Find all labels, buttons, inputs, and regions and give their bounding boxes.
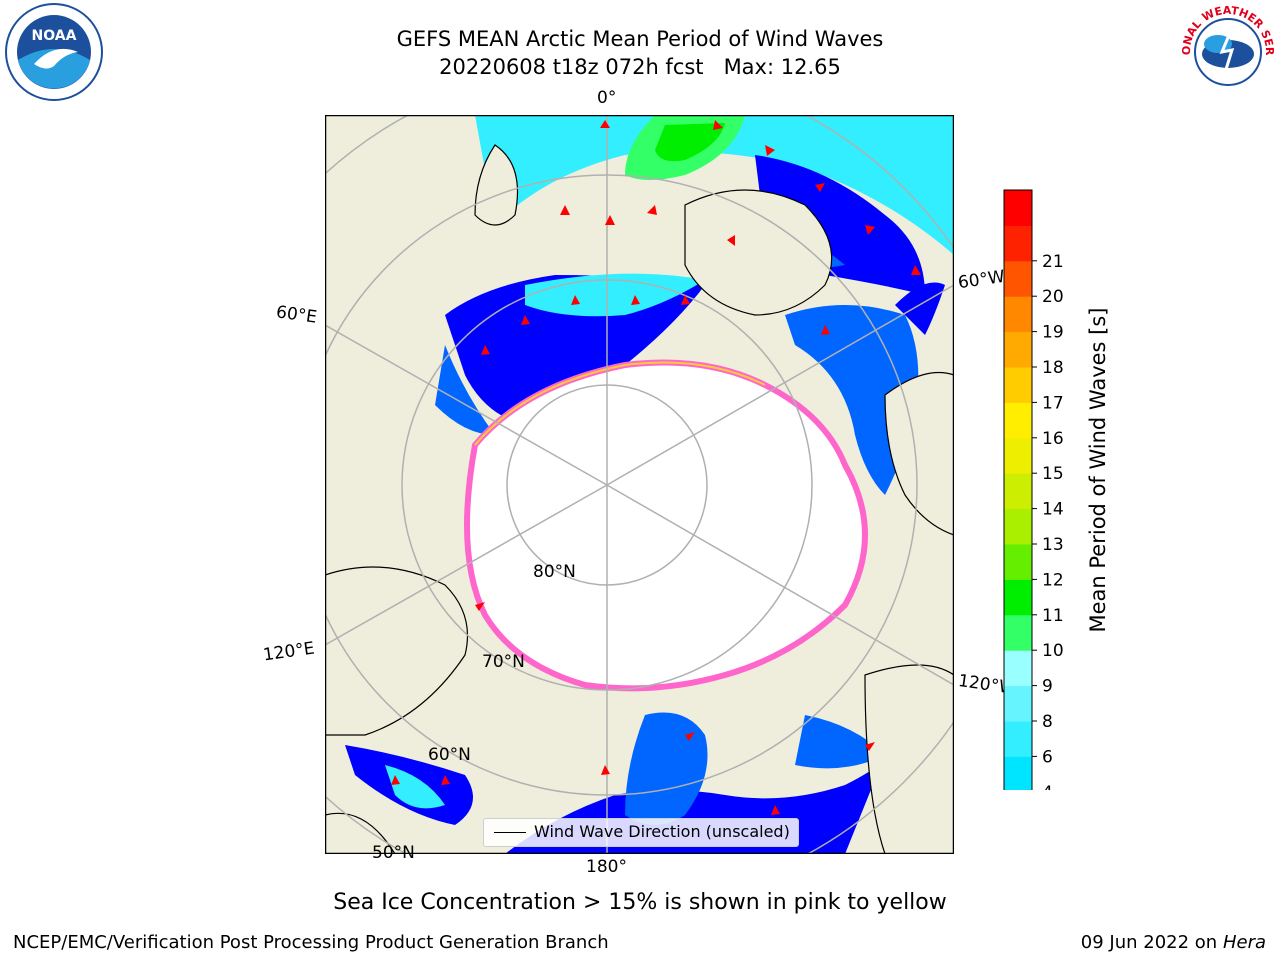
colorbar-segment xyxy=(1004,650,1032,687)
colorbar-segment xyxy=(1004,331,1032,368)
colorbar-segment xyxy=(1004,260,1032,297)
colorbar-segment xyxy=(1004,544,1032,580)
colorbar-tick-label: 20 xyxy=(1042,287,1064,307)
colorbar-segment xyxy=(1004,367,1032,403)
lon-label-180: 180° xyxy=(586,857,627,877)
colorbar-segment xyxy=(1004,614,1032,651)
colorbar-tick-label: 11 xyxy=(1042,606,1064,626)
footer-system: Hera xyxy=(1222,932,1266,953)
colorbar-segment xyxy=(1004,437,1032,474)
colorbar-tick-label: 19 xyxy=(1042,323,1064,343)
colorbar-segment xyxy=(1004,225,1032,262)
colorbar-tick-label: 21 xyxy=(1042,252,1064,272)
lon-label-0: 0° xyxy=(597,88,617,108)
noaa-logo: NOAA xyxy=(4,2,104,106)
colorbar-segment xyxy=(1004,296,1032,333)
lat-label-80n: 80°N xyxy=(533,562,576,582)
colorbar-segment xyxy=(1004,402,1032,439)
colorbar-segment xyxy=(1004,756,1032,793)
colorbar-segment xyxy=(1004,721,1032,757)
map-title: GEFS MEAN Arctic Mean Period of Wind Wav… xyxy=(396,27,884,51)
colorbar-tick-label: 12 xyxy=(1042,570,1064,590)
polar-map xyxy=(324,114,955,855)
map-caption: Sea Ice Concentration > 15% is shown in … xyxy=(333,890,947,915)
colorbar-tick-label: 10 xyxy=(1042,641,1064,661)
lat-lon-grid xyxy=(325,115,954,854)
lat-label-60n: 60°N xyxy=(428,745,471,765)
lat-label-50n: 50°N xyxy=(372,843,415,863)
colorbar-tick-label: 14 xyxy=(1042,500,1064,520)
nws-logo: NATIONAL WEATHER SERVICE xyxy=(1173,0,1278,106)
legend-line-swatch xyxy=(494,832,526,833)
colorbar-tick-label: 17 xyxy=(1042,393,1064,413)
lon-label-120e: 120°E xyxy=(261,638,316,666)
colorbar-segment xyxy=(1004,190,1032,226)
colorbar-segment xyxy=(1004,473,1032,510)
colorbar-label: Mean Period of Wind Waves [s] xyxy=(1086,307,1110,633)
colorbar-tick-label: 4 xyxy=(1042,783,1053,790)
footer-date-text: 09 Jun 2022 on xyxy=(1080,932,1218,953)
lat-label-70n: 70°N xyxy=(482,652,525,672)
wind-wave-arrows xyxy=(391,120,921,815)
colorbar-tick-label: 18 xyxy=(1042,358,1064,378)
land-masses xyxy=(325,144,954,854)
colorbar-segment xyxy=(1004,685,1032,722)
lon-label-60e: 60°E xyxy=(274,302,319,328)
colorbar-tick-label: 6 xyxy=(1042,747,1053,767)
colorbar: 24689101112131415161718192021 xyxy=(990,180,1090,857)
map-border xyxy=(324,114,955,855)
central-arctic-ice xyxy=(467,362,865,689)
legend-label: Wind Wave Direction (unscaled) xyxy=(534,822,790,841)
svg-text:NOAA: NOAA xyxy=(32,28,77,44)
map-legend: Wind Wave Direction (unscaled) xyxy=(483,818,799,847)
colorbar-segment xyxy=(1004,579,1032,616)
colorbar-tick-label: 8 xyxy=(1042,712,1053,732)
colorbar-segment xyxy=(1004,508,1032,545)
colorbar-tick-label: 9 xyxy=(1042,677,1053,697)
colorbar-tick-label: 13 xyxy=(1042,535,1064,555)
colorbar-tick-label: 15 xyxy=(1042,464,1064,484)
map-subtitle: 20220608 t18z 072h fcst Max: 12.65 xyxy=(439,55,841,79)
footer-date: 09 Jun 2022 on Hera xyxy=(1081,932,1266,953)
footer-credit: NCEP/EMC/Verification Post Processing Pr… xyxy=(13,932,609,953)
colorbar-tick-label: 16 xyxy=(1042,429,1064,449)
